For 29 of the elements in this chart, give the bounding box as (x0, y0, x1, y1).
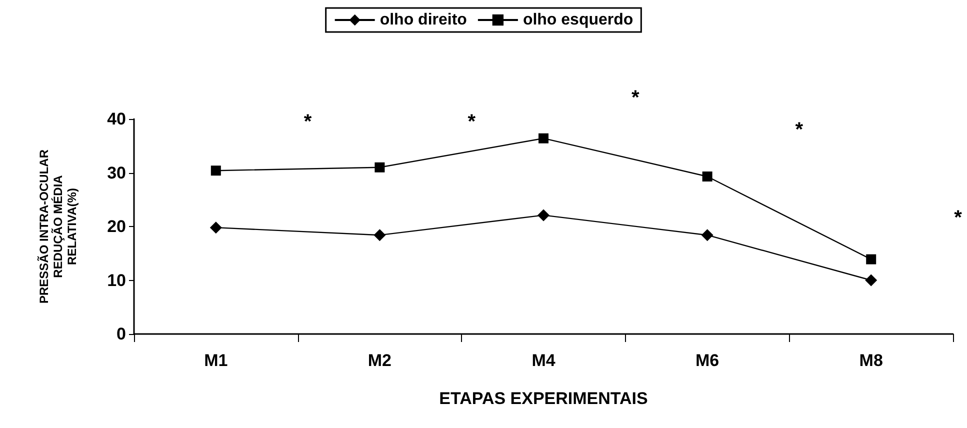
y-tick-label: 10 (107, 270, 126, 290)
annotation: * (304, 111, 312, 133)
annotation: * (468, 111, 476, 133)
point (538, 209, 550, 222)
point (702, 172, 712, 182)
x-axis-title: ETAPAS EXPERIMENTAIS (439, 389, 648, 408)
point (210, 166, 221, 176)
point (865, 274, 878, 286)
text: * (954, 207, 962, 229)
x-tick-label: M6 (695, 351, 720, 370)
point (374, 229, 386, 242)
point (701, 229, 714, 242)
annotation: * (795, 119, 804, 141)
legend-label: olho direito (380, 12, 468, 28)
point (210, 222, 222, 234)
x-tick-label: M2 (368, 351, 392, 370)
point (538, 133, 548, 144)
x-tick-label: M8 (859, 351, 883, 370)
point (866, 254, 876, 264)
y-axis-title: PRESSÃO INTRA-OCULAR REDUÇÃO MÉDIA RELATIVA(%) (37, 149, 79, 304)
y-tick-label: 30 (107, 163, 126, 182)
y-tick-label: 20 (107, 217, 126, 236)
text: * (632, 87, 640, 109)
legend-label: olho esquerdo (522, 12, 634, 28)
x-tick-label: M1 (204, 351, 228, 370)
y-tick-label: 40 (107, 110, 126, 128)
x-tick-label: M4 (532, 351, 556, 370)
point (374, 162, 385, 172)
y-tick-label: 0 (116, 324, 126, 344)
